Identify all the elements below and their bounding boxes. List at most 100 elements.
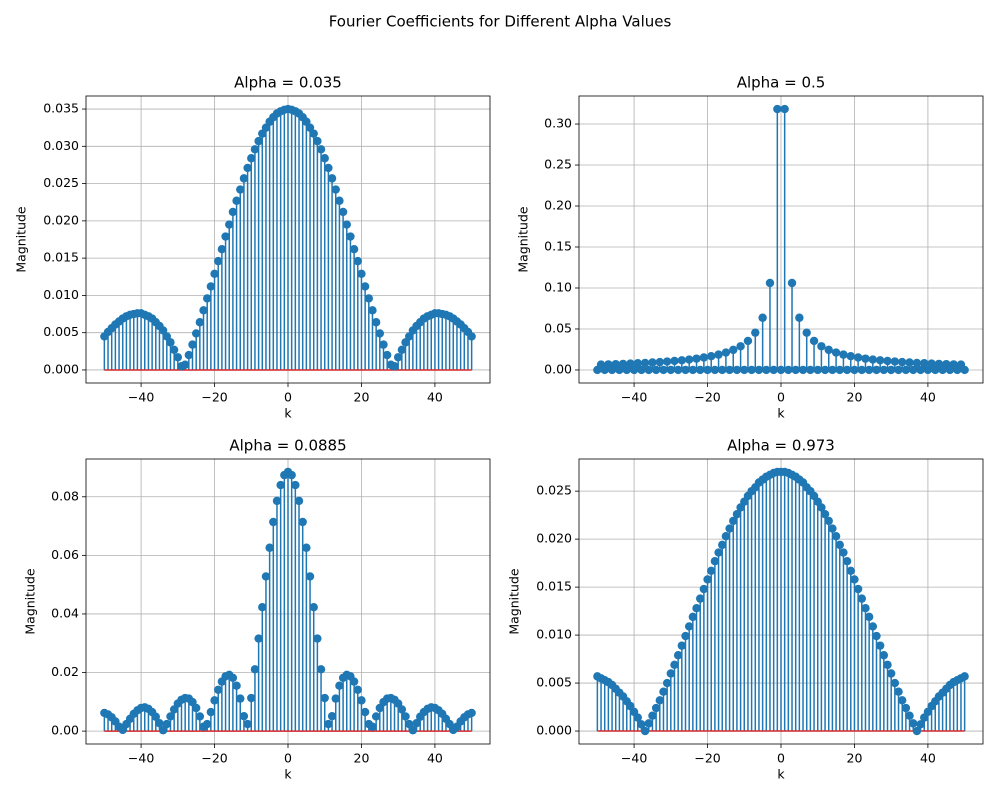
stem-marker: [787, 278, 797, 288]
stem-marker: [861, 604, 870, 613]
stem-marker: [692, 604, 701, 613]
x-tick-label: 40: [920, 751, 936, 766]
stem-marker: [232, 681, 241, 690]
y-tick-label: 0.010: [43, 287, 79, 302]
stem-marker: [659, 687, 668, 696]
stem-marker: [379, 340, 388, 349]
stem-marker: [346, 232, 355, 241]
stem-marker: [302, 543, 311, 552]
y-axis-label: Magnitude: [14, 206, 29, 273]
y-tick-label: 0.015: [536, 579, 572, 594]
stem-marker: [901, 365, 911, 375]
stem-marker: [648, 358, 657, 367]
stem-marker: [901, 703, 911, 713]
stem-marker: [298, 517, 307, 527]
stem-marker: [729, 345, 738, 355]
stem-marker: [677, 356, 687, 365]
stem-marker: [291, 480, 300, 490]
subplot-title: Alpha = 0.035: [234, 74, 342, 92]
y-tick-label: 0.00: [544, 361, 572, 376]
stem-marker: [228, 673, 238, 683]
stem-marker: [820, 365, 830, 375]
stem-marker: [214, 256, 223, 266]
stem-marker: [780, 104, 789, 114]
stem-marker: [305, 572, 315, 581]
x-tick-label: −40: [621, 751, 647, 766]
stem-marker: [327, 174, 337, 183]
stem-marker: [684, 355, 694, 364]
stem-marker: [360, 707, 370, 717]
y-tick-label: 0.06: [51, 547, 79, 562]
x-axis-label: k: [284, 406, 292, 421]
stem-marker: [629, 365, 639, 375]
stem-marker: [909, 365, 918, 375]
stem-marker: [210, 269, 219, 278]
stem-marker: [287, 470, 296, 480]
stem-marker: [809, 336, 819, 346]
stem-marker: [872, 631, 881, 641]
figure-title: Fourier Coefficients for Different Alpha…: [329, 13, 672, 31]
x-axis-label: k: [284, 767, 292, 782]
stem-marker: [912, 726, 922, 736]
x-tick-label: 20: [847, 751, 863, 766]
stem-marker: [655, 696, 664, 705]
stem-marker: [225, 220, 234, 229]
stem-marker: [640, 358, 650, 368]
stem-marker: [835, 540, 844, 550]
stem-marker: [232, 196, 241, 205]
stem-marker: [802, 328, 811, 337]
y-tick-label: 0.02: [51, 664, 79, 679]
stem-marker: [353, 685, 362, 695]
stem-marker: [272, 496, 282, 506]
stem-marker: [243, 719, 252, 729]
stem-marker: [467, 708, 476, 718]
stem-marker: [710, 556, 720, 566]
stem-marker: [831, 532, 841, 541]
stem-marker: [813, 365, 822, 375]
stem-marker: [905, 358, 914, 367]
stem-marker: [390, 362, 399, 371]
stem-marker: [331, 185, 340, 194]
stem-marker: [681, 365, 690, 375]
stem-marker: [839, 350, 848, 359]
axes-frame: [85, 458, 491, 745]
stem-marker: [776, 365, 786, 375]
stem-marker: [721, 348, 731, 357]
stem-marker: [357, 696, 366, 705]
stem-marker: [681, 631, 690, 641]
stem-marker: [412, 719, 421, 728]
stem-marker: [931, 365, 940, 375]
stem-marker: [191, 329, 201, 338]
stem-marker: [151, 712, 160, 721]
y-axis-label: Magnitude: [516, 206, 531, 273]
y-tick-label: 0.20: [544, 198, 572, 213]
stem-marker: [909, 719, 918, 728]
stem-marker: [666, 365, 676, 375]
stem-marker: [806, 365, 815, 375]
y-axis-label: Magnitude: [507, 568, 522, 635]
stem-marker: [725, 524, 734, 533]
stem-marker: [850, 365, 859, 375]
stem-marker: [688, 365, 698, 375]
x-tick-label: −20: [201, 390, 227, 405]
stem-marker: [360, 282, 370, 291]
stem-marker: [397, 705, 407, 714]
stem-marker: [228, 207, 238, 217]
stem-marker: [839, 548, 848, 557]
stem-marker: [740, 365, 749, 375]
stem-marker: [309, 603, 318, 612]
stem-marker: [905, 711, 914, 720]
stem-marker: [338, 207, 348, 217]
stem-marker: [798, 365, 808, 375]
stem-marker: [166, 712, 175, 721]
stem-marker: [276, 480, 285, 490]
stem-marker: [673, 365, 683, 375]
stem-marker: [626, 359, 635, 368]
x-tick-label: −20: [694, 751, 720, 766]
stem-marker: [313, 136, 322, 146]
stem-marker: [846, 351, 855, 361]
stem-marker: [853, 353, 863, 362]
stem-marker: [349, 244, 359, 254]
stem-marker: [688, 612, 698, 622]
